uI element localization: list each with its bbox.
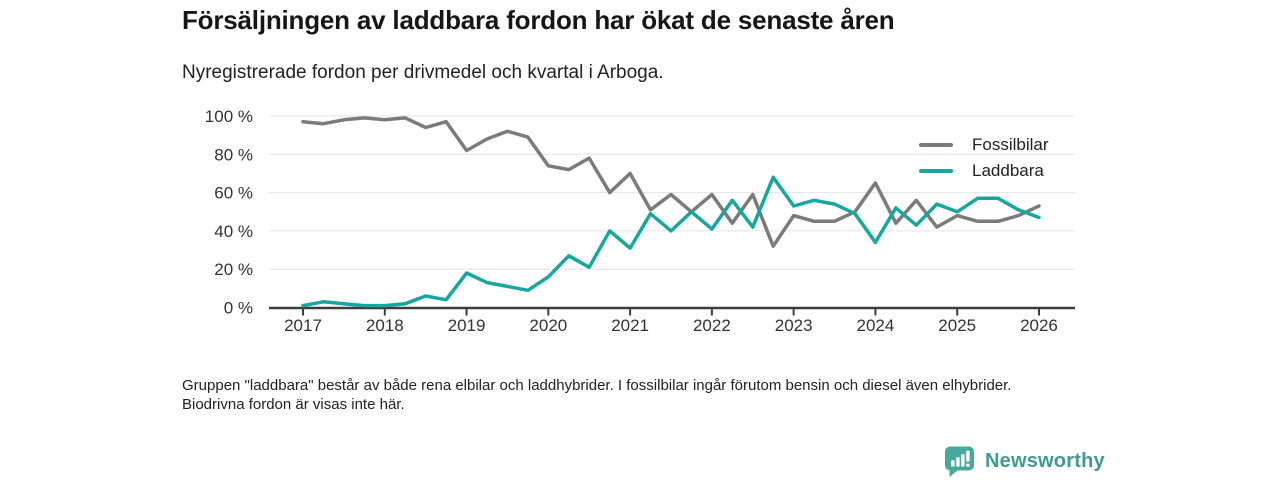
y-tick-label-80: 80 % (214, 145, 253, 164)
x-tick-label-2020: 2020 (529, 316, 567, 335)
bar-chart-speech-bubble-icon (945, 446, 974, 477)
x-tick-label-2022: 2022 (693, 316, 731, 335)
series-line-fossilbilar (301, 116, 1041, 248)
newsworthy-logo: Newsworthy (943, 445, 1105, 478)
x-tick-label-2026: 2026 (1020, 316, 1058, 335)
newsworthy-wordmark: Newsworthy (985, 450, 1105, 472)
x-tick-label-2018: 2018 (366, 316, 404, 335)
x-tick-label-2025: 2025 (938, 316, 976, 335)
legend-swatch-laddbara (919, 169, 953, 173)
legend-item-laddbara: Laddbara (919, 158, 1049, 184)
chart-subtitle: Nyregistrerade fordon per drivmedel och … (182, 62, 664, 83)
y-tick-label-100: 100 % (205, 107, 253, 126)
y-tick-label-0: 0 % (224, 299, 253, 318)
chart-legend: Fossilbilar Laddbara (919, 132, 1049, 184)
legend-label-fossilbilar: Fossilbilar (972, 135, 1049, 154)
chart-footnote: Gruppen "laddbara" består av både rena e… (182, 377, 1012, 413)
x-tick-label-2019: 2019 (448, 316, 486, 335)
x-tick-label-2017: 2017 (284, 316, 322, 335)
x-tick-label-2023: 2023 (775, 316, 813, 335)
legend-label-laddbara: Laddbara (972, 161, 1044, 180)
series-line-laddbara (301, 175, 1041, 308)
legend-item-fossilbilar: Fossilbilar (919, 132, 1049, 158)
x-tick-label-2024: 2024 (857, 316, 895, 335)
chart-title: Försäljningen av laddbara fordon har öka… (182, 5, 895, 35)
y-tick-label-40: 40 % (214, 222, 253, 241)
y-tick-label-20: 20 % (214, 260, 253, 279)
x-tick-label-2021: 2021 (611, 316, 649, 335)
legend-swatch-fossilbilar (919, 143, 953, 147)
y-tick-label-60: 60 % (214, 184, 253, 203)
